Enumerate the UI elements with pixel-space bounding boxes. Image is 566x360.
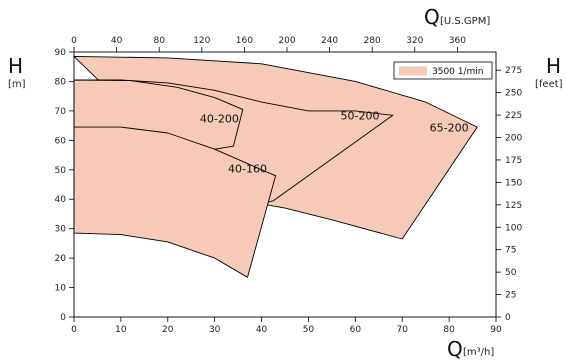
region-label-50-200: 50-200 (341, 110, 380, 123)
legend: 3500 1/min (393, 61, 493, 80)
x-tick-label-top: 40 (111, 36, 123, 46)
y-tick-label-right: 275 (505, 66, 522, 76)
y-tick-label-right: 75 (505, 246, 516, 256)
x-axis-unit-bottom: [m³/h] (463, 347, 494, 358)
y-tick-label-left: 90 (55, 48, 67, 58)
x-tick-label-bottom: 30 (209, 325, 221, 335)
y-tick-label-left: 40 (55, 195, 67, 205)
x-tick-label-bottom: 80 (443, 325, 455, 335)
regions-layer (73, 55, 478, 278)
y-tick-label-left: 60 (55, 136, 67, 146)
y-tick-label-right: 0 (505, 313, 511, 323)
x-tick-label-bottom: 40 (256, 325, 268, 335)
plot-frame (73, 51, 497, 318)
y-tick-label-right: 200 (505, 134, 522, 144)
y-tick-label-right: 150 (505, 178, 522, 188)
legend-swatch (399, 66, 427, 76)
x-tick-label-bottom: 0 (71, 325, 77, 335)
y-tick-label-right: 25 (505, 291, 516, 301)
y-tick-label-right: 100 (505, 223, 522, 233)
y-tick-label-left: 70 (55, 107, 67, 117)
y-tick-label-left: 30 (55, 225, 67, 235)
x-tick-label-bottom: 20 (162, 325, 174, 335)
y-tick-label-right: 250 (505, 89, 522, 99)
x-tick-label-bottom: 60 (350, 325, 362, 335)
y-axis-symbol-right: H (546, 54, 561, 78)
y-axis-symbol-left: H (8, 54, 23, 78)
x-tick-label-top: 80 (153, 36, 165, 46)
region-40-160 (73, 126, 277, 278)
y-tick-label-left: 80 (55, 77, 67, 87)
y-tick-label-left: 20 (55, 254, 67, 264)
y-tick-label-right: 125 (505, 201, 522, 211)
x-tick-label-top: 280 (364, 36, 381, 46)
y-tick-label-right: 50 (505, 268, 517, 278)
x-axis-unit-top: [U.S.GPM] (440, 16, 490, 27)
y-tick-label-right: 175 (505, 156, 522, 166)
x-tick-label-bottom: 50 (303, 325, 315, 335)
y-tick-label-left: 0 (60, 313, 66, 323)
x-tick-label-top: 120 (193, 36, 210, 46)
x-tick-label-top: 320 (406, 36, 423, 46)
x-axis-symbol-bottom: Q (447, 337, 463, 360)
y-axis-unit-right: [feet] (535, 79, 563, 90)
region-label-40-200: 40-200 (200, 113, 239, 126)
x-tick-label-top: 200 (278, 36, 295, 46)
legend-label: 3500 1/min (432, 67, 484, 77)
x-tick-label-top: 0 (71, 36, 77, 46)
x-tick-label-bottom: 10 (115, 325, 127, 335)
y-tick-label-left: 10 (55, 284, 67, 294)
x-tick-label-top: 240 (321, 36, 338, 46)
region-label-65-200: 65-200 (430, 122, 469, 135)
x-tick-label-bottom: 90 (490, 325, 502, 335)
x-tick-label-top: 160 (236, 36, 253, 46)
y-tick-label-right: 225 (505, 111, 522, 121)
x-tick-label-top: 360 (449, 36, 466, 46)
region-label-40-160: 40-160 (228, 163, 267, 176)
x-tick-label-bottom: 70 (396, 325, 408, 335)
y-tick-label-left: 50 (55, 166, 67, 176)
y-axis-unit-left: [m] (8, 79, 26, 90)
x-axis-symbol-top: Q (424, 5, 440, 29)
labels-layer: 65-200 50-200 40-200 40-160 (200, 110, 469, 176)
